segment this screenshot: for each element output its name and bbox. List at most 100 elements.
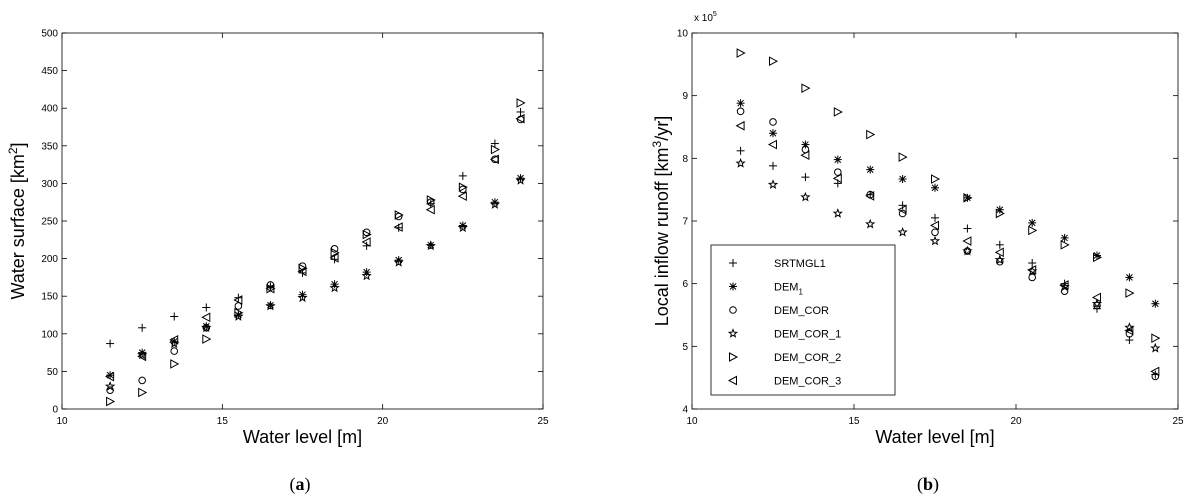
y-tick-label: 500 (41, 29, 58, 40)
y-tick-label: 10 (677, 29, 689, 40)
y-tick-label: 250 (41, 217, 58, 228)
data-point (1060, 233, 1069, 242)
data-point (767, 139, 777, 150)
y-scale-factor: x 105 (694, 11, 717, 24)
y-tick-label: 0 (52, 405, 58, 416)
y-tick-label: 8 (682, 154, 688, 165)
data-point (1028, 225, 1038, 236)
panel-label: (a) (290, 474, 311, 495)
data-point (170, 359, 180, 369)
data-point (931, 183, 939, 192)
y-tick-label: 150 (41, 292, 58, 303)
data-point (457, 222, 468, 233)
data-point (1124, 322, 1135, 332)
data-point (330, 255, 339, 264)
data-point (897, 204, 907, 215)
x-tick-label: 15 (848, 416, 860, 427)
data-point (298, 263, 308, 274)
data-point (106, 339, 115, 348)
data-point (393, 256, 404, 267)
y-tick-label: 4 (682, 405, 688, 416)
data-point (201, 312, 211, 323)
data-point (170, 347, 179, 355)
data-point (458, 171, 467, 180)
data-point (995, 208, 1005, 219)
data-point (769, 118, 777, 126)
data-point (833, 155, 842, 164)
data-point (361, 237, 371, 247)
data-point (516, 98, 526, 108)
data-point (202, 334, 212, 344)
data-point (994, 254, 1005, 265)
data-point (106, 396, 116, 407)
legend-entry: DEM_COR_3 (774, 376, 841, 388)
y-tick-label: 6 (682, 279, 688, 290)
data-point (800, 191, 811, 202)
panel-label: (b) (917, 474, 939, 495)
data-point (138, 323, 147, 332)
data-point (137, 349, 148, 360)
data-point (769, 161, 777, 170)
data-point (138, 376, 146, 385)
data-point (769, 56, 779, 67)
x-tick-label: 10 (56, 416, 68, 427)
y-tick-label: 400 (41, 104, 58, 115)
chart-panel-b: 10 15 20 25 4 5 6 7 8 9 10 x 105 Water level [m] Loca… (650, 11, 1184, 495)
legend-entry: SRTMGL1 (774, 258, 826, 270)
data-point (963, 193, 972, 202)
legend-entry: DEM1 (774, 282, 803, 297)
plot-area-frame (61, 32, 544, 410)
series-triangle-right (106, 98, 526, 407)
y-tick-label: 100 (41, 329, 58, 340)
data-point (736, 48, 746, 58)
data-point (735, 120, 745, 131)
y-tick-label: 7 (682, 217, 688, 228)
series-plus (106, 107, 525, 348)
data-point (736, 107, 745, 116)
data-point (490, 144, 500, 155)
legend-marker (729, 352, 739, 362)
data-point (1124, 325, 1134, 336)
data-point (394, 210, 404, 220)
data-point (393, 222, 403, 232)
data-point (1151, 299, 1160, 308)
legend: SRTMGL1 DEM1 DEM_COR DEM_COR_1 DEM_COR_2 DEM_… (710, 244, 896, 396)
data-point (329, 253, 339, 263)
legend-marker (727, 328, 739, 338)
data-point (1093, 301, 1101, 310)
legend-marker (727, 375, 737, 386)
data-point (202, 303, 211, 312)
data-point (233, 295, 243, 305)
data-point (330, 247, 340, 258)
data-point (1150, 366, 1160, 377)
data-point (801, 83, 811, 93)
data-point (769, 129, 777, 138)
data-point (963, 192, 973, 203)
data-point (515, 113, 525, 124)
data-point (489, 199, 501, 209)
data-point (233, 311, 244, 321)
data-point (362, 229, 372, 240)
series-dem-cor-3 (735, 120, 1160, 377)
legend-entry: DEM_COR_1 (774, 329, 841, 341)
data-point (457, 191, 467, 202)
series-star (104, 174, 526, 391)
y-tick-label: 300 (41, 179, 58, 190)
data-point (169, 334, 179, 345)
data-point (425, 204, 435, 215)
data-point (898, 152, 908, 162)
x-tick-label: 20 (1010, 416, 1022, 427)
y-tick-label: 200 (41, 254, 58, 265)
series-triangle-left (105, 113, 525, 382)
x-axis-label: Water level [m] (243, 427, 362, 447)
data-point (361, 270, 372, 281)
data-point (736, 146, 745, 155)
legend-marker (729, 259, 737, 267)
data-point (994, 247, 1004, 258)
data-point (1060, 239, 1070, 250)
data-point (735, 157, 746, 168)
data-point (865, 218, 876, 229)
y-tick-label: 5 (682, 342, 688, 353)
legend-marker (729, 282, 737, 291)
